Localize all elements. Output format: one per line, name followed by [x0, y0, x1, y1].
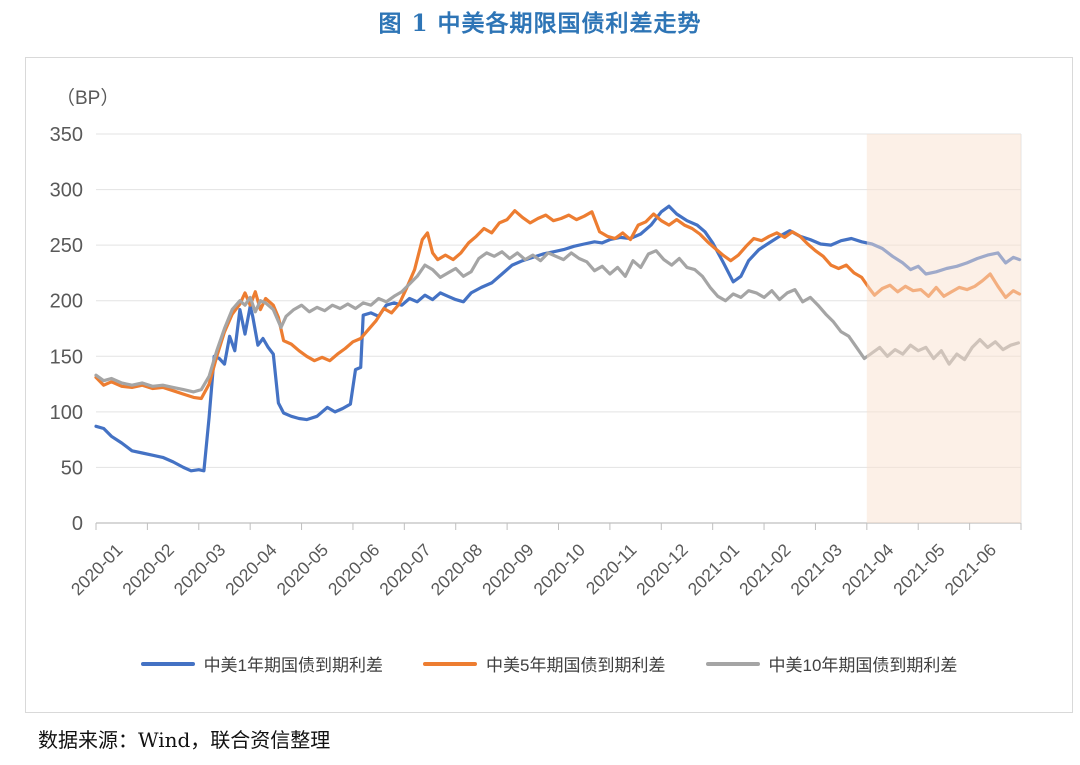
- x-axis-tick-label: 2020-02: [118, 540, 178, 600]
- y-axis-tick-label: 300: [50, 180, 83, 202]
- line-chart: （BP）3503002502001501005002020-012020-022…: [50, 87, 1022, 600]
- data-source-note: 数据来源：Wind，联合资信整理: [38, 728, 331, 752]
- legend-label: 中美10年期国债到期利差: [768, 656, 958, 675]
- x-axis-tick-label: 2020-08: [427, 540, 487, 600]
- x-axis-tick-label: 2020-03: [170, 540, 230, 600]
- legend-item-1: 中美1年期国债到期利差: [140, 651, 384, 676]
- y-axis-tick-label: 100: [50, 402, 83, 424]
- x-axis-tick-label: 2020-04: [221, 540, 281, 600]
- x-axis-tick-label: 2020-10: [529, 540, 589, 600]
- x-axis-tick-label: 2020-09: [478, 540, 538, 600]
- legend-item-3: 中美10年期国债到期利差: [705, 651, 958, 676]
- x-axis-tick-label: 2021-01: [684, 540, 744, 600]
- x-axis-tick-label: 2020-05: [273, 540, 333, 600]
- y-axis-tick-label: 0: [72, 513, 83, 535]
- legend-line-swatch: [705, 661, 760, 666]
- x-axis-tick-label: 2021-05: [889, 540, 949, 600]
- x-axis-tick-label: 2020-12: [632, 540, 692, 600]
- x-axis-tick-label: 2021-04: [838, 540, 898, 600]
- legend-label: 中美1年期国债到期利差: [203, 656, 384, 675]
- series-line-1: [94, 204, 1022, 473]
- series-line-3: [94, 249, 1021, 394]
- x-axis-tick-label: 2020-07: [375, 540, 435, 600]
- y-axis-tick-label: 250: [50, 235, 83, 257]
- y-axis-tick-label: 350: [50, 124, 83, 146]
- legend-line-swatch: [423, 661, 478, 666]
- y-axis-tick-label: 50: [61, 457, 83, 479]
- x-axis-tick-label: 2020-06: [324, 540, 384, 600]
- x-axis-tick-label: 2021-02: [735, 540, 795, 600]
- y-axis-tick-label: 200: [50, 291, 83, 313]
- chart-container: （BP） 350 300 250 200 150 100 50 0 2020-01 2020-02 2…: [25, 57, 1073, 713]
- x-axis-tick-label: 2021-03: [786, 540, 846, 600]
- legend-line-swatch: [140, 661, 195, 666]
- x-axis-tick-label: 2020-11: [582, 540, 641, 599]
- x-axis-tick-label: 2020-01: [67, 540, 127, 600]
- x-axis-tick-label: 2021-06: [941, 540, 1001, 600]
- chart-legend: 中美1年期国债到期利差 中美5年期国债到期利差 中美10年期国债到期利差: [26, 651, 1072, 676]
- legend-item-2: 中美5年期国债到期利差: [423, 651, 666, 676]
- chart-title: 图 1 中美各期限国债利差走势: [378, 10, 702, 37]
- legend-label: 中美5年期国债到期利差: [486, 656, 666, 675]
- y-axis-tick-label: 150: [50, 346, 83, 368]
- y-axis-unit-label: （BP）: [56, 87, 119, 109]
- highlight-region: [866, 134, 1021, 523]
